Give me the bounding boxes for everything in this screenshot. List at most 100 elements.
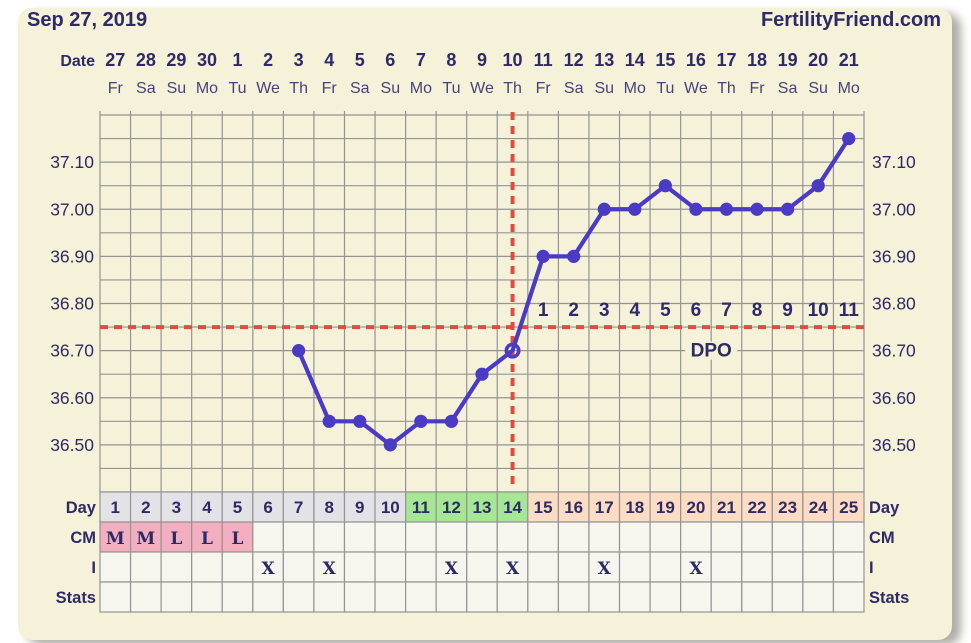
stats-cell[interactable]: [99, 581, 132, 613]
cm-cell[interactable]: [160, 521, 193, 553]
cm-cell[interactable]: [343, 521, 376, 553]
day-cell[interactable]: [771, 491, 804, 523]
day-cell[interactable]: [710, 491, 743, 523]
stats-cell[interactable]: [343, 581, 376, 613]
stats-cell[interactable]: [771, 581, 804, 613]
day-cell[interactable]: [282, 491, 315, 523]
intercourse-cell[interactable]: [710, 551, 743, 583]
temp-point[interactable]: [475, 367, 489, 381]
temp-point[interactable]: [842, 131, 856, 146]
intercourse-cell[interactable]: [741, 551, 773, 583]
intercourse-cell[interactable]: [221, 551, 254, 583]
intercourse-cell[interactable]: [405, 551, 437, 583]
intercourse-cell[interactable]: [160, 551, 193, 583]
cm-cell[interactable]: [680, 521, 712, 553]
stats-cell[interactable]: [466, 581, 498, 613]
day-cell[interactable]: [221, 491, 254, 523]
day-cell[interactable]: [435, 491, 468, 523]
temp-point[interactable]: [383, 438, 397, 452]
cm-cell[interactable]: [741, 521, 773, 553]
day-cell[interactable]: [832, 491, 865, 523]
temp-point[interactable]: [658, 179, 672, 193]
cm-cell[interactable]: [435, 521, 468, 553]
cm-cell[interactable]: [618, 521, 651, 553]
intercourse-cell[interactable]: [649, 551, 682, 583]
stats-cell[interactable]: [680, 581, 712, 613]
intercourse-cell[interactable]: [252, 551, 284, 583]
stats-cell[interactable]: [588, 581, 621, 613]
day-cell[interactable]: [588, 491, 621, 523]
intercourse-cell[interactable]: [618, 551, 651, 583]
temp-point[interactable]: [811, 179, 825, 193]
cm-cell[interactable]: [557, 521, 590, 553]
cm-cell[interactable]: [313, 521, 346, 553]
stats-cell[interactable]: [191, 581, 223, 613]
brand-link[interactable]: FertilityFriend.com: [760, 9, 941, 31]
temp-point[interactable]: [353, 414, 367, 428]
stats-cell[interactable]: [435, 581, 468, 613]
day-cell[interactable]: [160, 491, 193, 523]
stats-cell[interactable]: [282, 581, 315, 613]
stats-cell[interactable]: [618, 581, 651, 613]
stats-cell[interactable]: [527, 581, 560, 613]
cm-cell[interactable]: [771, 521, 804, 553]
day-cell[interactable]: [129, 491, 162, 523]
intercourse-cell[interactable]: [374, 551, 407, 583]
day-cell[interactable]: [191, 491, 223, 523]
intercourse-cell[interactable]: [191, 551, 223, 583]
day-cell[interactable]: [99, 491, 132, 523]
intercourse-cell[interactable]: [129, 551, 162, 583]
intercourse-cell[interactable]: [343, 551, 376, 583]
stats-cell[interactable]: [129, 581, 162, 613]
stats-cell[interactable]: [405, 581, 437, 613]
cm-cell[interactable]: [802, 521, 835, 553]
cm-cell[interactable]: [252, 521, 284, 553]
intercourse-cell[interactable]: [680, 551, 712, 583]
temp-point[interactable]: [750, 202, 764, 216]
temp-point[interactable]: [444, 414, 459, 428]
stats-cell[interactable]: [710, 581, 743, 613]
cm-cell[interactable]: [99, 521, 132, 553]
day-cell[interactable]: [252, 491, 284, 523]
cm-cell[interactable]: [405, 521, 437, 553]
stats-cell[interactable]: [221, 581, 254, 613]
intercourse-cell[interactable]: [466, 551, 498, 583]
temp-point-open[interactable]: [504, 342, 521, 359]
stats-cell[interactable]: [832, 581, 865, 613]
cm-cell[interactable]: [710, 521, 743, 553]
stats-cell[interactable]: [741, 581, 773, 613]
intercourse-cell[interactable]: [771, 551, 804, 583]
cm-cell[interactable]: [129, 521, 162, 553]
stats-cell[interactable]: [160, 581, 193, 613]
temp-point[interactable]: [567, 249, 581, 263]
temp-point[interactable]: [689, 202, 703, 216]
cm-cell[interactable]: [527, 521, 560, 553]
intercourse-cell[interactable]: [99, 551, 132, 583]
day-cell[interactable]: [557, 491, 590, 523]
stats-cell[interactable]: [313, 581, 346, 613]
intercourse-cell[interactable]: [557, 551, 590, 583]
cm-cell[interactable]: [374, 521, 407, 553]
intercourse-cell[interactable]: [832, 551, 865, 583]
cm-cell[interactable]: [649, 521, 682, 553]
intercourse-cell[interactable]: [527, 551, 560, 583]
temp-point[interactable]: [719, 202, 734, 216]
temp-point[interactable]: [536, 249, 550, 263]
temp-point[interactable]: [322, 414, 336, 428]
day-cell[interactable]: [374, 491, 407, 523]
stats-cell[interactable]: [496, 581, 529, 613]
stats-cell[interactable]: [649, 581, 682, 613]
stats-cell[interactable]: [252, 581, 284, 613]
temp-point[interactable]: [414, 414, 428, 428]
cm-cell[interactable]: [466, 521, 498, 553]
temp-point[interactable]: [597, 202, 611, 216]
cm-cell[interactable]: [496, 521, 529, 553]
intercourse-cell[interactable]: [588, 551, 621, 583]
intercourse-cell[interactable]: [802, 551, 835, 583]
day-cell[interactable]: [313, 491, 346, 523]
stats-cell[interactable]: [374, 581, 407, 613]
stats-cell[interactable]: [557, 581, 590, 613]
intercourse-cell[interactable]: [282, 551, 315, 583]
stats-cell[interactable]: [802, 581, 835, 613]
cm-cell[interactable]: [832, 521, 865, 553]
